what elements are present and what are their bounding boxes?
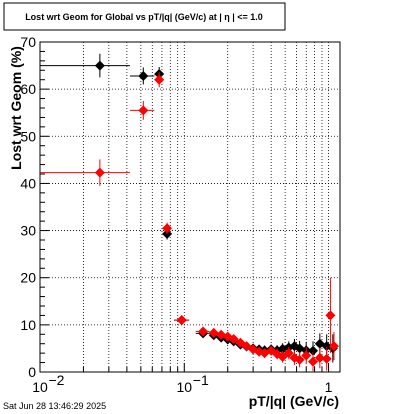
diamond-marker [325, 310, 336, 321]
canvas-timestamp: Sat Jun 28 13:46:29 2025 [3, 401, 106, 411]
y-tick-label: 10 [20, 317, 36, 333]
x-tick-exponent: −1 [193, 372, 209, 388]
y-tick-label: 0 [28, 364, 36, 380]
data-point [314, 347, 325, 369]
data-point [283, 347, 294, 360]
diamond-marker [308, 345, 319, 356]
diamond-marker [314, 352, 325, 363]
data-point [228, 334, 239, 344]
x-tick-label: 10 [176, 379, 192, 395]
data-point [325, 277, 336, 354]
data-point [162, 222, 173, 234]
diamond-marker [308, 356, 319, 367]
grid-lines [40, 42, 340, 372]
diamond-marker [301, 350, 312, 361]
diamond-marker [228, 334, 239, 344]
axis-ticks [39, 41, 330, 373]
y-tick-label: 30 [20, 223, 36, 239]
y-tick-label: 50 [20, 128, 36, 144]
diamond-marker [198, 326, 209, 337]
plot-frame [39, 41, 341, 373]
data-point [129, 67, 155, 85]
y-axis-label: Lost wrt Geom (%) [8, 46, 24, 170]
data-point [174, 315, 190, 326]
diamond-marker [294, 354, 305, 365]
diamond-marker [94, 60, 105, 71]
diamond-marker [154, 74, 165, 85]
diamond-marker [162, 223, 173, 234]
y-tick-label: 70 [20, 34, 36, 50]
data-point [154, 72, 165, 88]
y-tick-label: 40 [20, 175, 36, 191]
data-point [308, 341, 319, 361]
diamond-marker [176, 315, 187, 326]
diamond-marker [328, 341, 339, 352]
data-point [40, 159, 130, 186]
diamond-marker [138, 105, 149, 116]
data-point [321, 347, 332, 371]
x-axis-label: pT/|q| (GeV/c) [249, 393, 339, 409]
data-point [208, 327, 219, 338]
x-tick-label: 1 [325, 379, 333, 395]
diamond-marker [321, 353, 332, 364]
data-point [301, 347, 312, 364]
diamond-marker [94, 167, 105, 178]
y-tick-label: 20 [20, 270, 36, 286]
data-point [129, 100, 155, 120]
data-point [294, 352, 305, 368]
chart-title: Lost wrt Geom for Global vs pT/|q| (GeV/… [25, 12, 263, 22]
x-tick-label: 10 [32, 379, 48, 395]
y-tick-label: 60 [20, 81, 36, 97]
diamond-marker [283, 348, 294, 359]
data-point [195, 326, 210, 337]
title-box [3, 2, 286, 31]
data-point [40, 53, 130, 78]
diamond-marker [138, 70, 149, 81]
diamond-marker [208, 327, 219, 338]
data-point [328, 331, 339, 361]
data-points [40, 53, 339, 372]
x-tick-exponent: −2 [49, 372, 65, 388]
data-point [308, 352, 319, 372]
